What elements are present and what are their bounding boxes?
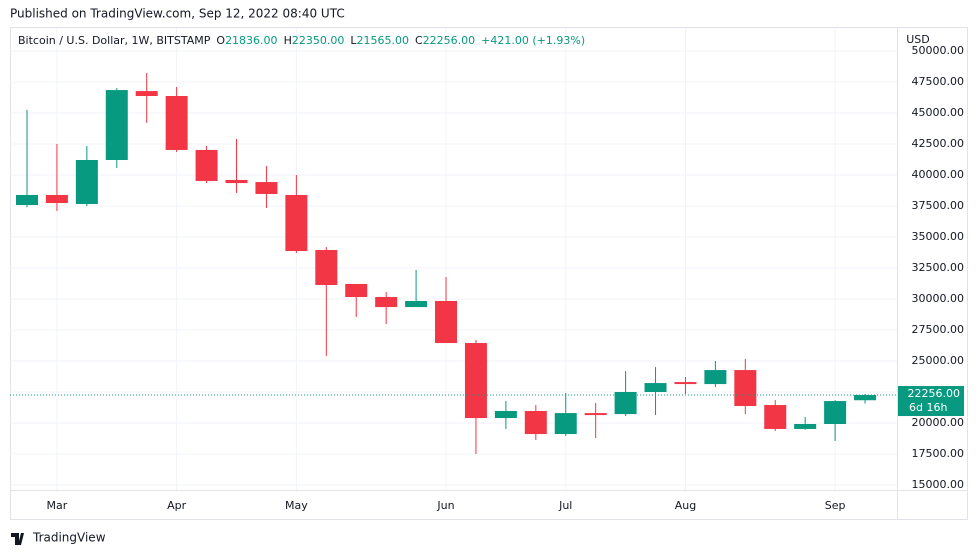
currency: USD [906,33,930,46]
candle-body [674,382,697,385]
y-tick-label: 15000.00 [912,478,965,491]
candle-body [584,413,607,416]
x-tick-label: Jun [436,499,454,512]
last-price-label: 22256.00 [908,387,961,400]
symbol: Bitcoin / U.S. Dollar, 1W, BITSTAMP [18,34,211,47]
legend: Bitcoin / U.S. Dollar, 1W, BITSTAMP O218… [18,34,585,47]
y-tick-label: 47500.00 [912,75,965,88]
candle-body [494,410,517,419]
candle-body [285,194,308,252]
candle-body [794,423,817,429]
candle-body [764,405,787,429]
countdown: 6d 16h [909,401,947,414]
chart-frame [10,27,968,520]
candle-body [824,401,847,424]
y-tick-label: 35000.00 [912,230,965,243]
candle-body [345,283,368,298]
candle-body [854,395,877,401]
candle-body [195,149,218,181]
y-tick-label: 42500.00 [912,137,965,150]
y-tick-label: 20000.00 [912,416,965,429]
candle-body [644,383,667,393]
y-tick-label: 45000.00 [912,106,965,119]
candle-body [165,96,188,150]
legend-key: O [216,34,225,47]
candle-body [255,182,278,194]
candle-body [464,343,487,419]
candle-body [225,179,248,184]
y-tick-label: 27500.00 [912,323,965,336]
logo [11,533,24,545]
last-price-box [898,386,964,417]
candle-body [524,410,547,435]
legend-value: 22256.00 [423,34,476,47]
y-tick-label: 37500.00 [912,199,965,212]
legend-value: 21836.00 [225,34,278,47]
published-note: Published on TradingView.com, Sep 12, 20… [10,7,345,21]
candle-body [704,370,727,385]
candle-body [614,392,637,415]
x-tick-label: Jul [558,499,572,512]
ohlc-legend: O21836.00 H22350.00 L21565.00 C22256.00 +421… [216,34,585,47]
candle-body [105,90,128,160]
candle-body [135,91,158,97]
x-tick-label: Aug [675,499,696,512]
candle-body [734,370,757,407]
candle-body [554,413,577,435]
candle-body [435,300,458,344]
candle-body [405,300,428,308]
legend-key: C [415,34,423,47]
y-tick-label: 32500.00 [912,261,965,274]
candle-body [16,194,38,206]
legend-change: +421.00 (+1.93%) [481,34,585,47]
candles [16,72,877,455]
y-tick-label: 17500.00 [912,447,965,460]
candle-body [315,250,338,285]
candle-body [75,159,98,205]
candle-body [45,194,68,204]
y-tick-label: 40000.00 [912,168,965,181]
candle-body [375,297,398,308]
x-tick-label: May [285,499,308,512]
x-tick-label: Apr [167,499,187,512]
y-tick-label: 25000.00 [912,354,965,367]
legend-key: L [350,34,357,47]
x-tick-label: Mar [47,499,68,512]
legend-key: H [284,34,292,47]
branding: TradingView [11,531,106,545]
x-tick-label: Sep [825,499,846,512]
brand-name: TradingView [32,531,106,545]
legend-value: 22350.00 [292,34,345,47]
y-tick-label: 30000.00 [912,292,965,305]
legend-value: 21565.00 [356,34,409,47]
y-tick-label: 50000.00 [912,44,965,57]
grid [10,28,897,490]
